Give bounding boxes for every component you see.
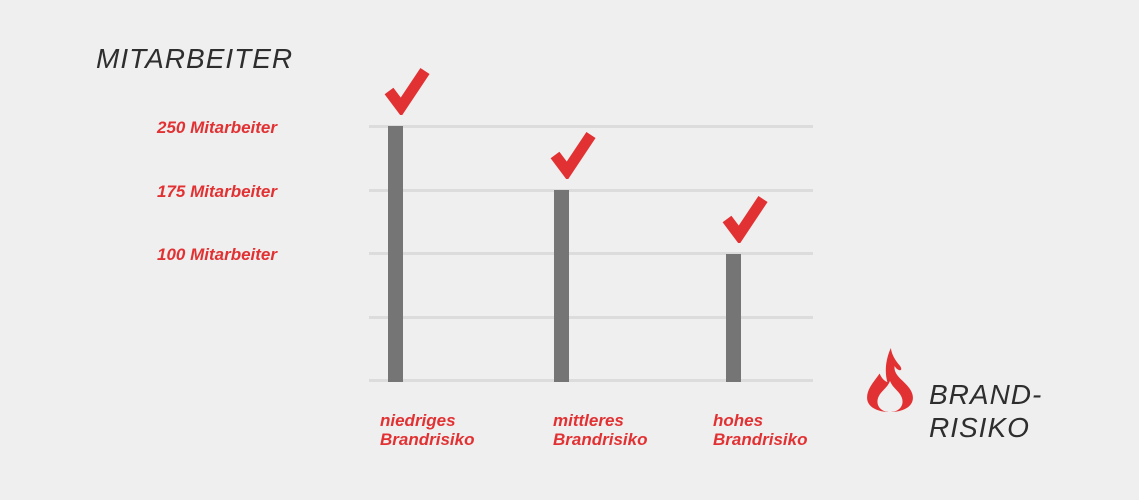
- x-tick-niedriges-brandrisiko: niedriges Brandrisiko: [380, 411, 474, 449]
- x-tick-line: Brandrisiko: [380, 430, 475, 449]
- checkmark-icon: [722, 195, 768, 243]
- gridline: [369, 125, 813, 128]
- gridline: [369, 252, 813, 255]
- legend-line: BRAND-: [929, 379, 1043, 410]
- flame-icon: [867, 348, 913, 412]
- y-tick-250: 250 Mitarbeiter: [157, 118, 277, 137]
- gridline: [369, 189, 813, 192]
- x-tick-line: hohes: [713, 411, 764, 430]
- bar-niedriges-brandrisiko: [388, 126, 403, 382]
- bar-mittleres-brandrisiko: [554, 190, 569, 382]
- x-tick-line: niedriges: [380, 411, 456, 430]
- x-tick-line: Brandrisiko: [553, 430, 648, 449]
- gridline: [369, 379, 813, 382]
- legend-line: RISIKO: [929, 412, 1030, 443]
- x-tick-hohes-brandrisiko: hohes Brandrisiko: [713, 411, 807, 449]
- x-tick-line: mittleres: [553, 411, 624, 430]
- x-tick-line: Brandrisiko: [713, 430, 808, 449]
- gridline: [369, 316, 813, 319]
- y-tick-175: 175 Mitarbeiter: [157, 182, 277, 201]
- checkmark-icon: [384, 67, 430, 115]
- checkmark-icon: [550, 131, 596, 179]
- y-tick-100: 100 Mitarbeiter: [157, 245, 277, 264]
- x-axis-legend-label: BRAND- RISIKO: [929, 378, 1042, 444]
- y-axis-title: MITARBEITER: [96, 43, 294, 74]
- x-tick-mittleres-brandrisiko: mittleres Brandrisiko: [553, 411, 647, 449]
- bar-hohes-brandrisiko: [726, 254, 741, 382]
